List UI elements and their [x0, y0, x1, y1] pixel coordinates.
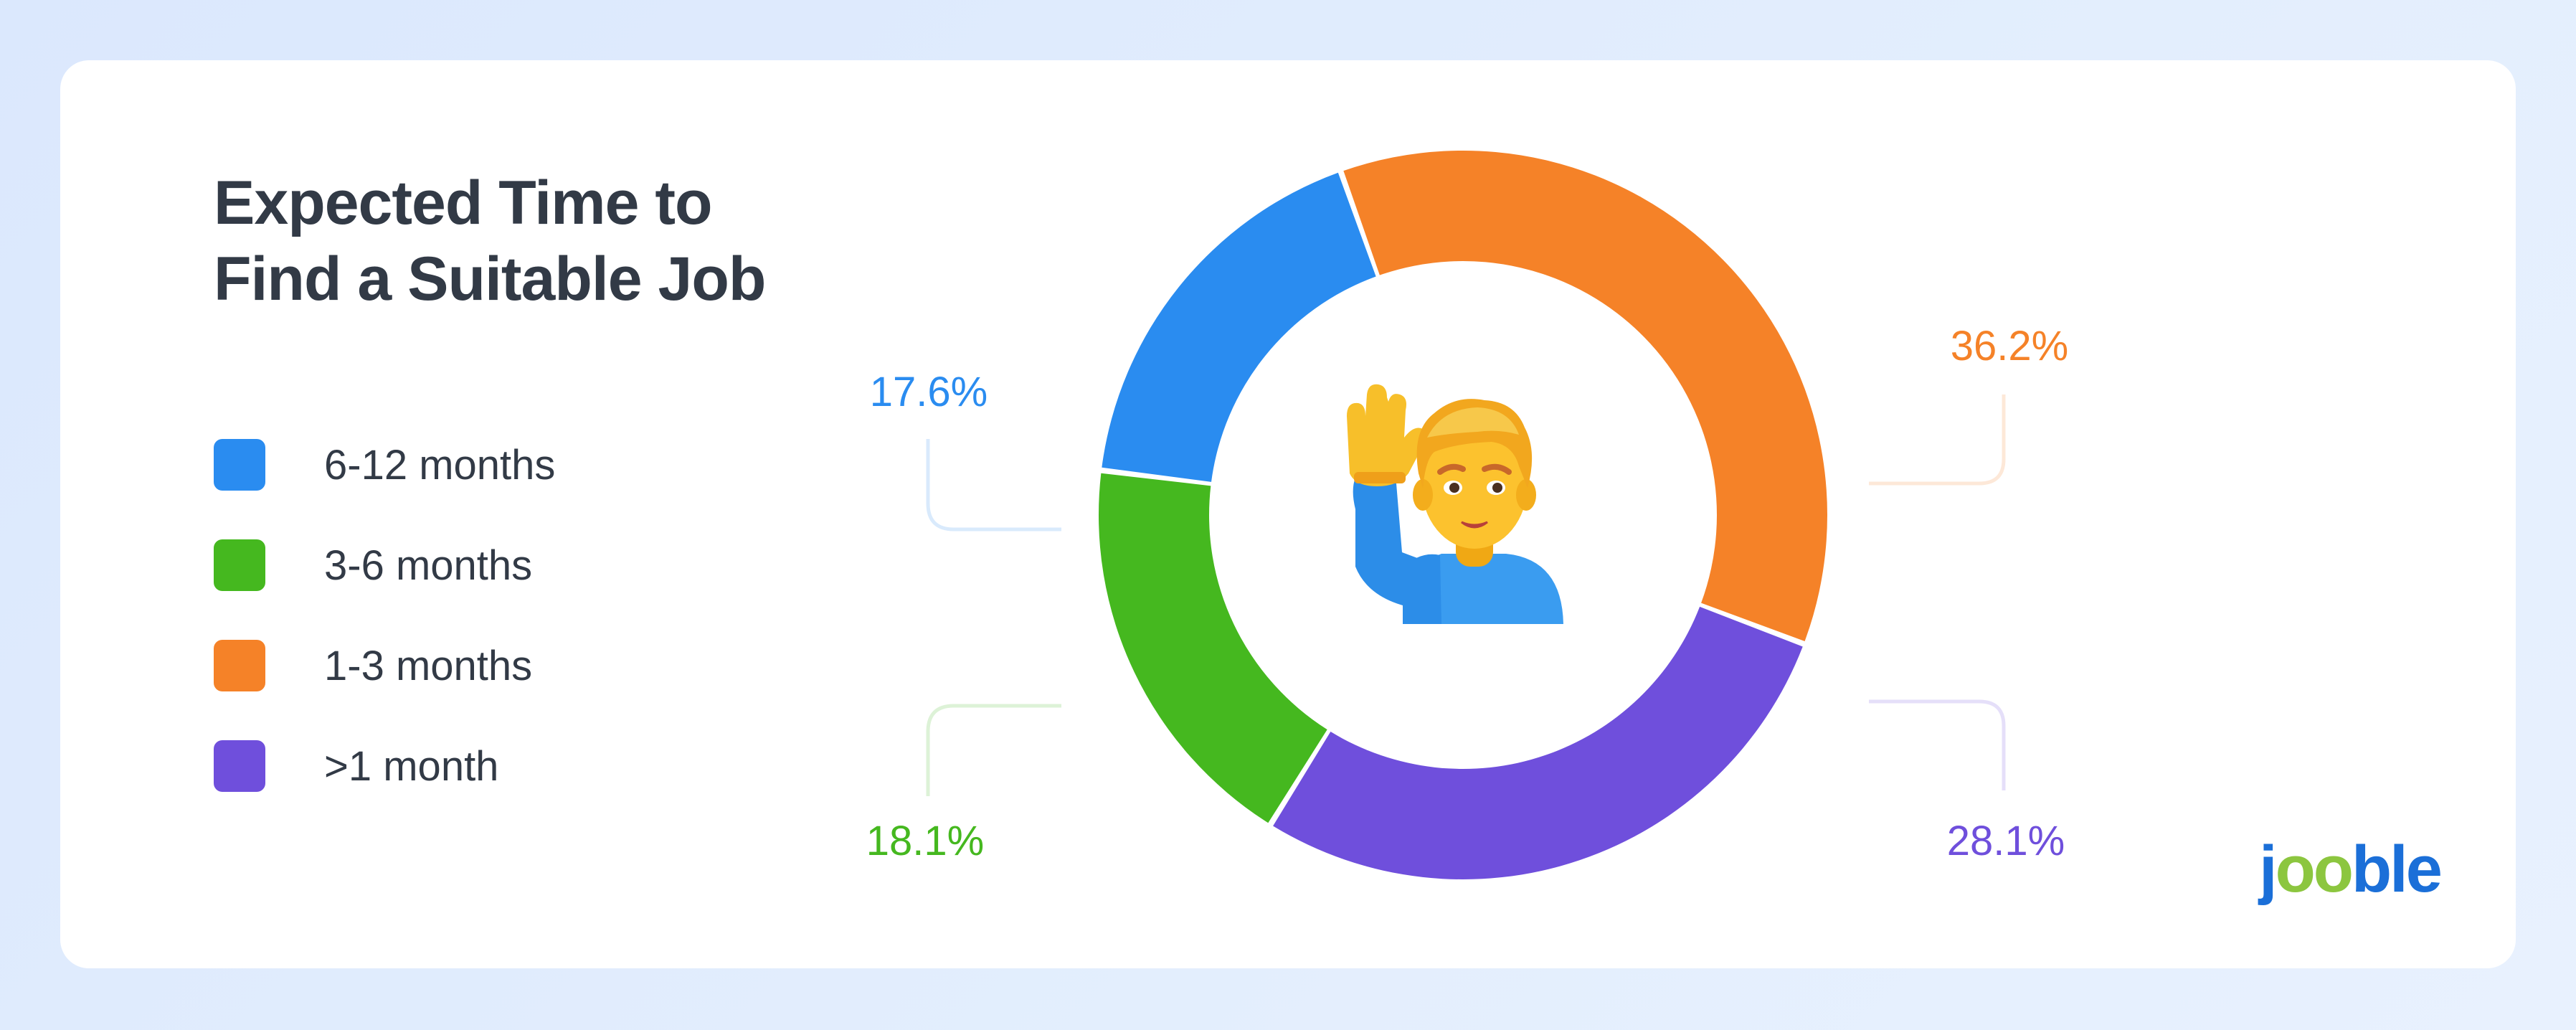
- label-connectors: [926, 394, 2006, 796]
- donut-slice-3-6-months: [1099, 473, 1327, 823]
- donut-slice-1-3-months: [1343, 151, 1828, 641]
- person-raising-hand-icon: [1347, 384, 1563, 624]
- donut-slice-1-month: [1273, 606, 1803, 879]
- donut-slices: [1099, 151, 1828, 879]
- legend-label: 3-6 months: [324, 542, 533, 589]
- legend-item-3-6-months: 3-6 months: [214, 539, 716, 592]
- label-connector: [1869, 699, 2006, 790]
- legend-item-1-3-months: 1-3 months: [214, 640, 716, 693]
- legend-item-6-12-months: 6-12 months: [214, 439, 716, 492]
- data-label-6-12-months: 17.6%: [870, 369, 988, 415]
- label-connector: [926, 704, 1061, 796]
- legend-label: 6-12 months: [324, 442, 556, 488]
- donut-slice-6-12-months: [1102, 172, 1376, 482]
- jooble-logo: jooble: [2259, 833, 2443, 906]
- legend-item-more-than-1-month: >1 month: [214, 740, 716, 793]
- legend-swatch: [214, 439, 265, 491]
- legend-swatch: [214, 539, 265, 591]
- chart-title: Expected Time to Find a Suitable Job: [214, 165, 766, 317]
- data-label-1-month: 28.1%: [1947, 818, 2065, 864]
- data-label-3-6-months: 18.1%: [866, 818, 984, 864]
- legend-swatch: [214, 740, 265, 792]
- chart-title-line-2: Find a Suitable Job: [214, 245, 766, 313]
- label-connector: [926, 439, 1061, 531]
- data-label-1-3-months: 36.2%: [1951, 323, 2068, 369]
- legend-label: >1 month: [324, 743, 499, 790]
- legend-label: 1-3 months: [324, 643, 533, 689]
- chart-title-line-1: Expected Time to: [214, 169, 713, 237]
- data-labels: 17.6% 18.1% 36.2% 28.1%: [866, 323, 2068, 864]
- label-connector: [1869, 394, 2006, 486]
- legend-swatch: [214, 640, 265, 691]
